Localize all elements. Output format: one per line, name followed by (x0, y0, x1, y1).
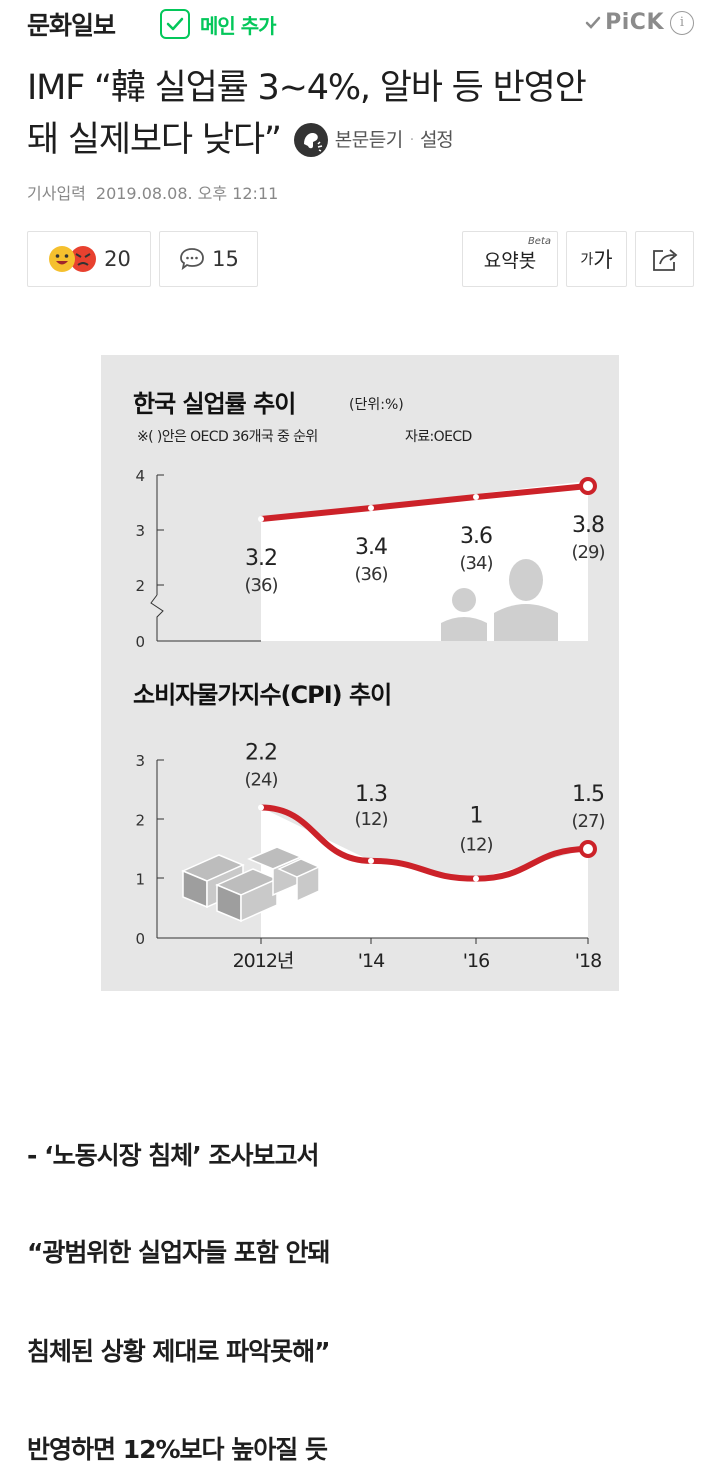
comment-bubble-icon (180, 248, 205, 271)
reaction-button[interactable]: 20 (27, 231, 151, 287)
audio-listen-icon[interactable] (293, 122, 329, 158)
chart2-value-label: 1.5 (572, 782, 604, 807)
chart1-y-tick: 3 (135, 522, 145, 540)
chart1-y-ticks: 4 3 2 0 (135, 467, 145, 651)
chart1-line (260, 483, 589, 522)
date-label: 기사입력 (27, 184, 86, 203)
chart1-value-label: 3.2 (245, 546, 277, 571)
comment-count: 15 (212, 247, 239, 271)
figure-note: ※( )안은 OECD 36개국 중 순위 (137, 429, 318, 445)
chart2-point (579, 840, 597, 858)
main-add-label: 메인 추가 (200, 13, 277, 38)
chart1-y-tick: 0 (135, 633, 145, 651)
main-add-button[interactable]: 메인 추가 (160, 8, 277, 40)
share-icon (652, 249, 677, 271)
pick-badge[interactable]: PiCK i (585, 10, 694, 35)
article-title: IMF “韓 실업률 3~4%, 알바 등 반영안 돼 실제보다 낮다” 본문듣… (27, 62, 697, 166)
chart2-y-tick: 0 (135, 930, 145, 948)
chart2-rank-label: (12) (355, 809, 388, 830)
chart1-plot-area (261, 481, 588, 641)
chart2-value-label: 1 (470, 804, 483, 829)
figure-source: 자료:OECD (405, 429, 472, 445)
chart2-value-label: 1.3 (355, 782, 387, 807)
font-big-glyph: 가 (593, 248, 613, 272)
chart1-rank-label: (34) (460, 553, 493, 574)
chart2-x-tick-label: '14 (358, 950, 385, 972)
chart2-x-ticks: 2012년 '14 '16 '18 (233, 938, 602, 972)
figure-title-cpi: 소비자물가지수(CPI) 추이 (133, 681, 391, 709)
infographic-svg: 한국 실업률 추이 (단위:%) ※( )안은 OECD 36개국 중 순위 자… (133, 390, 605, 972)
chart1-value-label: 3.8 (572, 513, 604, 538)
chart2-x-tick-label: '18 (575, 950, 601, 972)
chart1-point (258, 516, 264, 522)
angry-emoji-icon (70, 246, 97, 272)
chart2-value-label: 2.2 (245, 740, 277, 765)
press-logo[interactable]: 문화일보 (27, 11, 116, 40)
font-size-button[interactable]: 가 가 (566, 231, 627, 287)
chart2-rank-label: (12) (460, 835, 493, 856)
date-value: 2019.08.08. 오후 12:11 (95, 184, 279, 203)
chart2-line (260, 804, 589, 882)
chart1-point (579, 477, 597, 495)
chart2-x-tick-label: '16 (463, 950, 489, 972)
smile-emoji-icon (49, 246, 76, 272)
chart2-rank-label: (24) (245, 769, 278, 790)
pick-label: PiCK (605, 10, 664, 35)
chart2-y-tick: 3 (135, 752, 145, 770)
chart1-value-label: 3.6 (460, 524, 492, 549)
infographic: 한국 실업률 추이 (단위:%) ※( )안은 OECD 36개국 중 순위 자… (101, 355, 619, 991)
figure-unit: (단위:%) (349, 397, 404, 413)
title-line-2-row: 돼 실제보다 낮다” 본문듣기 · 설정 (27, 114, 697, 166)
article-date: 기사입력 2019.08.08. 오후 12:11 (27, 180, 278, 204)
chart2-point (473, 875, 479, 882)
chart1-point (368, 505, 374, 511)
chart2-point (258, 804, 264, 811)
figure-title-unemployment: 한국 실업률 추이 (133, 390, 295, 418)
chart2-series: 2.2(24)1.3(12) 1(12)1.5(27) (245, 740, 605, 882)
chart2-x-tick-label: 2012년 (233, 950, 294, 972)
chart1-value-label: 3.4 (355, 535, 387, 560)
people-illustration (441, 559, 558, 641)
chart1-y-tick: 4 (135, 467, 145, 485)
title-line-1: IMF “韓 실업률 3~4%, 알바 등 반영안 (27, 68, 587, 108)
body-line-quote-open: “광범위한 실업자들 포함 안돼 (27, 1238, 331, 1267)
money-stack-illustration (181, 846, 321, 923)
separator-dot: · (409, 132, 415, 148)
comment-button[interactable]: 15 (159, 231, 258, 287)
chart1-y-tick: 2 (135, 577, 145, 595)
chart2-rank-label: (27) (572, 811, 605, 832)
body-line-estimate: 반영하면 12%보다 높아질 듯 (27, 1435, 328, 1464)
chart1-series: 3.2 (36) 3.4 (36) 3.6 (34) 3.8 (29) (245, 477, 605, 596)
chart2-y-tick: 2 (135, 811, 145, 829)
chart2-point (368, 857, 374, 864)
chart1-rank-label: (36) (245, 575, 278, 596)
reaction-count: 20 (104, 247, 131, 271)
font-small-glyph: 가 (580, 252, 594, 268)
title-line-2: 돼 실제보다 낮다” (27, 120, 282, 160)
chart2-y-ticks: 3 2 1 0 (135, 752, 145, 948)
info-icon[interactable]: i (670, 10, 694, 35)
settings-link[interactable]: 설정 (419, 129, 454, 151)
chart1-rank-label: (36) (355, 564, 388, 585)
share-button[interactable] (635, 231, 694, 287)
check-icon (160, 9, 190, 39)
top-header: 문화일보 메인 추가 PiCK i (0, 0, 720, 50)
chart2-y-tick: 1 (135, 871, 145, 889)
listen-button[interactable]: 본문듣기 (334, 129, 403, 151)
beta-badge: Beta (527, 236, 551, 247)
body-subhead: - ‘노동시장 침체’ 조사보고서 (27, 1141, 319, 1170)
summary-bot-label: 요약봇 (483, 249, 537, 272)
summary-bot-button[interactable]: 요약봇 Beta (462, 231, 558, 287)
chart2-y-axis (156, 759, 588, 939)
pick-check-icon (585, 16, 601, 29)
chart1-rank-label: (29) (572, 542, 605, 563)
chart1-point (473, 494, 479, 500)
chart1-y-axis (150, 474, 261, 642)
body-line-quote-close: 침체된 상황 제대로 파악못해” (27, 1337, 331, 1366)
